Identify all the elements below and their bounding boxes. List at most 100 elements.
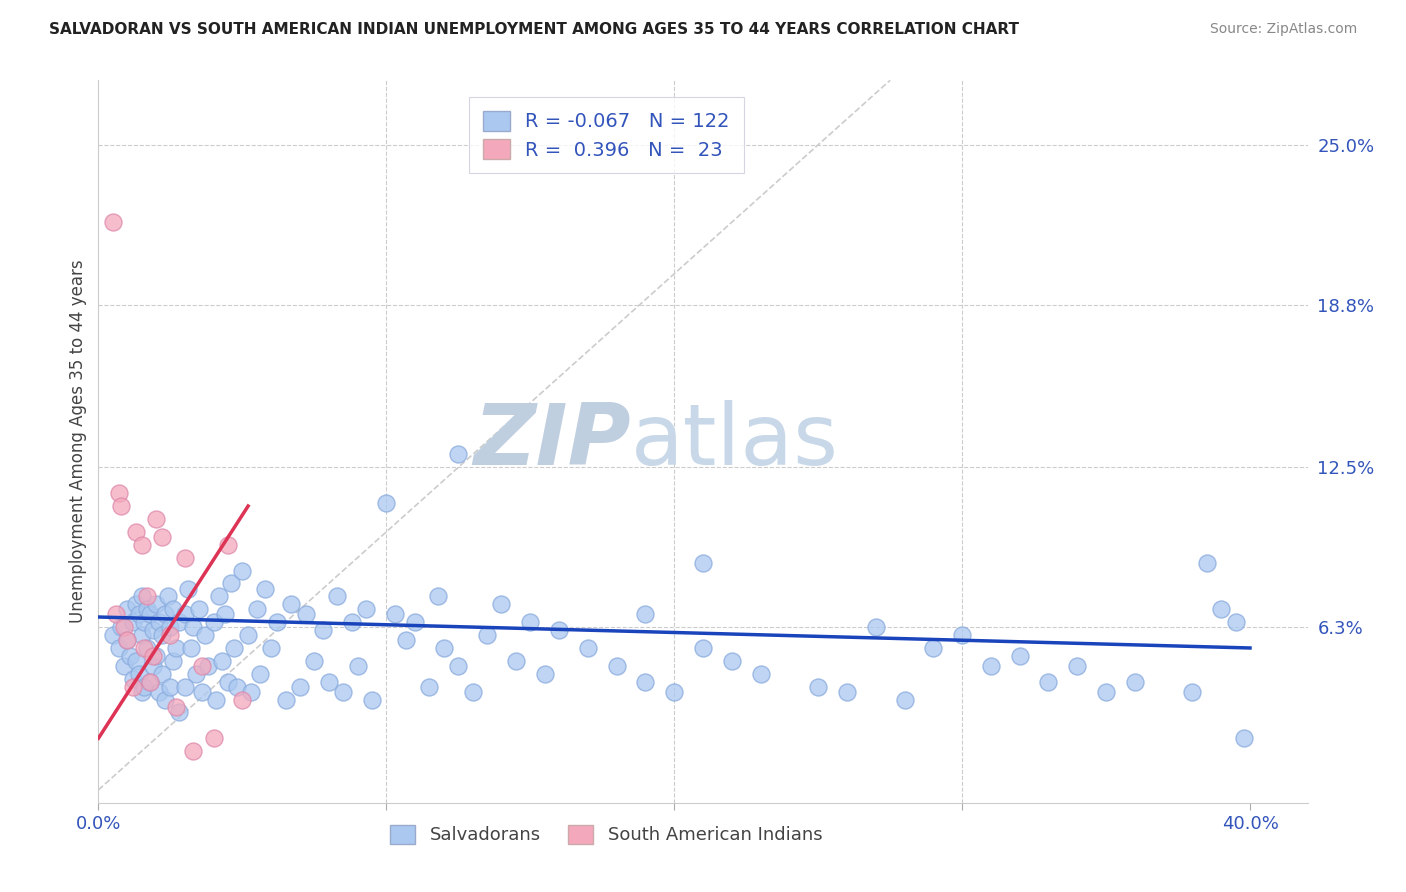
Point (194, 628, 217, 642)
Point (225, 680, 247, 694)
Point (183, 744, 205, 758)
Point (115, 633, 138, 648)
Point (202, 731, 225, 746)
Point (186, 666, 208, 681)
Point (145, 648, 167, 663)
Point (165, 640, 187, 655)
Point (131, 590, 153, 604)
Point (165, 700, 187, 714)
Point (107, 486, 129, 500)
Point (202, 615, 225, 630)
Point (1123, 674, 1146, 689)
Point (134, 615, 156, 630)
Point (950, 628, 973, 642)
Text: ZIP: ZIP (472, 400, 630, 483)
Point (112, 659, 135, 673)
Point (136, 602, 159, 616)
Point (162, 602, 184, 616)
Point (576, 640, 599, 655)
Point (433, 640, 456, 655)
Point (664, 685, 686, 699)
Point (115, 602, 138, 616)
Point (1008, 648, 1031, 663)
Point (122, 615, 145, 630)
Point (236, 628, 259, 642)
Point (340, 615, 363, 630)
Point (128, 607, 150, 622)
Point (260, 640, 283, 655)
Point (145, 597, 167, 611)
Point (101, 215, 124, 229)
Point (131, 628, 153, 642)
Point (219, 576, 242, 591)
Point (294, 607, 316, 622)
Point (211, 654, 233, 668)
Point (104, 607, 127, 622)
Point (167, 615, 190, 630)
Point (115, 633, 138, 648)
Point (1095, 685, 1118, 699)
Point (231, 692, 253, 706)
Point (176, 582, 198, 596)
Point (266, 615, 288, 630)
Point (475, 628, 498, 642)
Y-axis label: Unemployment Among Ages 35 to 44 years: Unemployment Among Ages 35 to 44 years (69, 260, 87, 624)
Point (1038, 674, 1060, 689)
Point (1225, 615, 1247, 630)
Point (159, 680, 181, 694)
Point (980, 659, 1002, 673)
Point (720, 654, 742, 668)
Point (505, 654, 527, 668)
Point (142, 648, 165, 663)
Point (491, 597, 513, 611)
Point (148, 615, 170, 630)
Point (191, 659, 214, 673)
Point (312, 623, 335, 637)
Point (1195, 556, 1218, 570)
Point (395, 633, 418, 648)
Point (153, 607, 176, 622)
Point (125, 597, 148, 611)
Point (122, 672, 145, 686)
Point (101, 628, 124, 642)
Text: SALVADORAN VS SOUTH AMERICAN INDIAN UNEMPLOYMENT AMONG AGES 35 TO 44 YEARS CORRE: SALVADORAN VS SOUTH AMERICAN INDIAN UNEM… (49, 22, 1019, 37)
Point (533, 666, 555, 681)
Point (1233, 731, 1256, 746)
Point (922, 640, 945, 655)
Point (375, 496, 398, 510)
Point (461, 685, 484, 699)
Point (107, 640, 129, 655)
Point (893, 692, 915, 706)
Point (191, 685, 214, 699)
Point (835, 685, 858, 699)
Legend: Salvadorans, South American Indians: Salvadorans, South American Indians (382, 818, 830, 852)
Point (318, 674, 340, 689)
Point (145, 512, 167, 526)
Point (865, 620, 887, 634)
Point (606, 659, 628, 673)
Point (173, 550, 195, 565)
Point (274, 692, 297, 706)
Point (110, 499, 132, 513)
Point (427, 590, 450, 604)
Point (332, 685, 354, 699)
Point (159, 620, 181, 634)
Point (548, 623, 571, 637)
Point (249, 666, 271, 681)
Point (142, 623, 165, 637)
Point (110, 620, 132, 634)
Point (246, 602, 269, 616)
Point (142, 659, 165, 673)
Point (254, 582, 277, 596)
Point (136, 640, 159, 655)
Point (208, 590, 231, 604)
Point (131, 685, 153, 699)
Point (404, 615, 426, 630)
Point (384, 607, 406, 622)
Point (304, 654, 326, 668)
Point (134, 640, 156, 655)
Point (173, 607, 195, 622)
Point (134, 680, 156, 694)
Point (162, 654, 184, 668)
Point (214, 607, 236, 622)
